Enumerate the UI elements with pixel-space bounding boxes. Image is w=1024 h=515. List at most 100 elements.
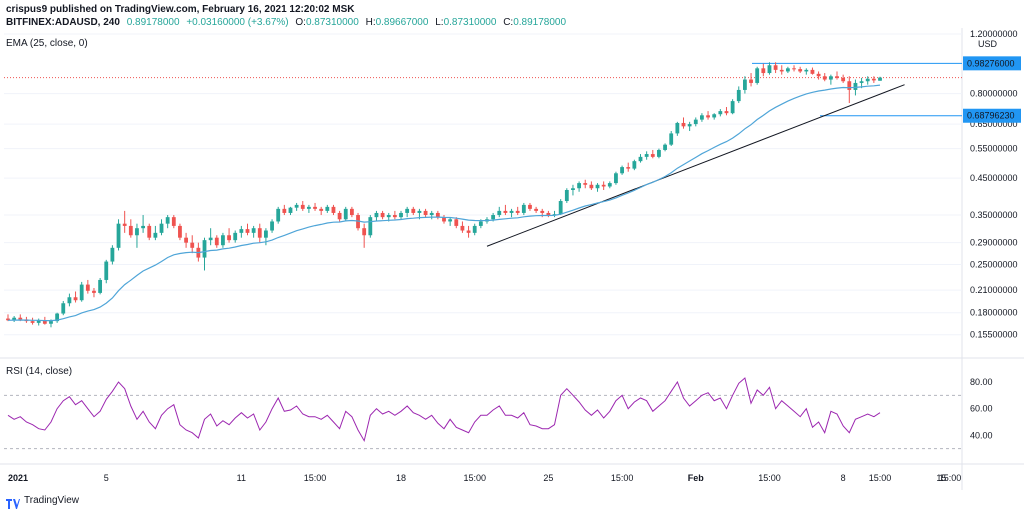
time-axis-tick: 15:00 <box>758 473 781 483</box>
candle-body <box>528 204 532 209</box>
candle-body <box>208 237 213 241</box>
candle-body <box>687 124 692 127</box>
tradingview-logo[interactable]: TradingView <box>6 495 79 509</box>
candle-body <box>270 221 274 231</box>
candle-body <box>405 208 410 213</box>
candle-body <box>442 217 446 222</box>
candle-body <box>417 210 422 213</box>
candle-body <box>847 81 852 90</box>
candle-body <box>546 212 551 216</box>
candle-body <box>491 215 496 220</box>
price-axis-tick: 0.21000000 <box>970 285 1018 295</box>
candle-body <box>399 212 403 218</box>
open-label: O: <box>295 17 306 28</box>
low-label: L: <box>435 17 444 28</box>
candle-body <box>675 122 680 134</box>
time-axis-tick: 15:00 <box>869 473 892 483</box>
candle-body <box>325 206 330 211</box>
candle-body <box>828 76 833 80</box>
rsi-axis-tick: 80.00 <box>970 377 993 387</box>
candle-body <box>55 313 60 322</box>
candle-body <box>460 225 465 231</box>
rsi-indicator-label[interactable]: RSI (14, close) <box>6 366 73 377</box>
rsi-axis-tick: 60.00 <box>970 404 993 414</box>
tradingview-icon <box>6 496 20 509</box>
rsi-line <box>7 377 881 443</box>
candle-body <box>85 284 90 291</box>
candle-body <box>122 223 127 226</box>
candle-body <box>374 212 379 218</box>
candle-body <box>724 111 729 114</box>
candle-body <box>454 219 459 226</box>
candle-body <box>718 111 723 115</box>
candle-body <box>79 284 84 301</box>
candle-body <box>773 65 778 70</box>
candle-body <box>135 228 139 236</box>
candle-body <box>42 320 47 324</box>
ema-line <box>7 84 881 322</box>
candle-body <box>822 76 827 80</box>
candle-body <box>761 68 766 74</box>
candle-body <box>221 235 225 246</box>
time-axis-tick: 11 <box>237 473 246 483</box>
price-axis-tick: 0.55000000 <box>970 144 1018 154</box>
time-axis-tick: 15:00 <box>463 473 486 483</box>
candle-body <box>392 215 397 218</box>
candle-body <box>429 212 434 216</box>
candle-body <box>657 149 661 157</box>
candle-body <box>614 173 618 184</box>
candle-body <box>343 208 348 220</box>
candle-body <box>306 206 311 209</box>
candle-body <box>601 184 606 187</box>
candle-body <box>693 119 698 125</box>
candle-body <box>871 78 876 81</box>
candle-body <box>30 321 35 323</box>
candle-body <box>798 69 803 72</box>
candle-body <box>128 225 133 236</box>
candle-body <box>251 228 256 233</box>
time-axis-tick: Feb <box>688 473 705 483</box>
candle-body <box>779 69 784 72</box>
candle-body <box>239 229 244 233</box>
candle-body <box>73 297 78 301</box>
candle-body <box>49 321 53 324</box>
candle-body <box>233 232 238 241</box>
candle-body <box>730 101 735 114</box>
candle-body <box>700 115 704 120</box>
currency-label: USD <box>978 39 998 49</box>
candle-body <box>264 230 268 238</box>
candle-body <box>841 77 846 82</box>
symbol-ohlc-bar: BITFINEX:ADAUSD, 240 0.89178000 +0.03160… <box>6 17 566 28</box>
candle-body <box>159 223 164 233</box>
candle-body <box>515 210 520 213</box>
candle-body <box>785 68 790 72</box>
time-axis-tick: 5 <box>104 473 109 483</box>
price-axis-tick: 0.65000000 <box>970 119 1018 129</box>
time-axis-tick: 15:00 <box>939 473 962 483</box>
trendline <box>486 84 905 247</box>
candle-body <box>804 69 809 72</box>
candle-body <box>448 219 453 222</box>
candle-body <box>650 154 655 157</box>
candle-body <box>742 79 747 90</box>
candle-body <box>497 210 502 216</box>
candle-body <box>411 208 416 213</box>
price-axis-tick: 0.25000000 <box>970 259 1018 269</box>
price-axis-tick: 1.20000000 <box>970 29 1018 39</box>
candle-body <box>36 320 41 323</box>
candle-body <box>92 290 96 293</box>
candle-body <box>171 217 176 226</box>
candle-body <box>178 225 182 238</box>
candle-body <box>104 261 109 280</box>
candle-body <box>472 225 477 233</box>
candle-body <box>632 161 637 169</box>
level-label: 0.98276000 <box>967 58 1015 68</box>
ema-indicator-label[interactable]: EMA (25, close, 0) <box>6 38 88 49</box>
candle-body <box>571 188 575 191</box>
candle-body <box>859 81 864 83</box>
price-axis-tick: 0.35000000 <box>970 210 1018 220</box>
candle-body <box>644 154 649 157</box>
price-axis-tick: 0.29000000 <box>970 238 1018 248</box>
candle-body <box>577 183 582 189</box>
